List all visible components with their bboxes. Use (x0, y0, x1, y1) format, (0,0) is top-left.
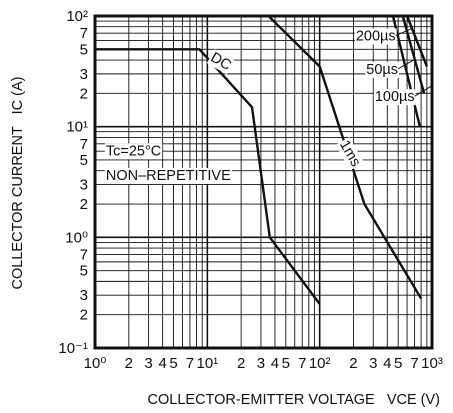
y-axis-label: COLLECTOR CURRENT IC (A) (10, 77, 26, 290)
annotation-label: NON–REPETITIVE (106, 168, 231, 184)
x-tick-label: 4 (383, 355, 391, 372)
x-axis-label: COLLECTOR-EMITTER VOLTAGE VCE (V) (148, 392, 440, 408)
annotation-leader (397, 59, 415, 70)
x-tick-label: 7 (410, 355, 418, 372)
x-tick-labels: 10⁰ 2 3 4 5 7 10¹ 2 3 4 5 7 10² 2 3 4 5 7 10³ (84, 355, 443, 372)
annotation-label: 50µs (366, 62, 398, 78)
y-tick-label: 2 (80, 307, 88, 324)
y-tick-label: 3 (80, 287, 88, 304)
x-tick-label: 3 (369, 355, 377, 372)
series-lines (95, 14, 429, 305)
x-tick-label: 3 (144, 355, 152, 372)
series-line-dc (95, 48, 321, 305)
x-tick-label: 5 (169, 355, 177, 372)
x-tick-label: 2 (237, 355, 245, 372)
x-tick-label: 4 (158, 355, 166, 372)
y-tick-label: 5 (80, 152, 88, 169)
series-line-1ms (253, 14, 423, 300)
y-tick-label: 5 (80, 41, 88, 58)
annotation-leader (414, 84, 433, 97)
annotation-background (335, 136, 365, 171)
x-tick-label: 10² (309, 355, 331, 372)
x-tick-label: 2 (125, 355, 133, 372)
annotation-label: 200µs (356, 29, 396, 45)
x-tick-label: 3 (257, 355, 265, 372)
y-tick-label: 10² (66, 8, 88, 25)
grid (93, 14, 434, 350)
x-tick-label: 5 (282, 355, 290, 372)
x-tick-label: 5 (394, 355, 402, 372)
annotation-background (365, 61, 400, 78)
series-line-100us (405, 15, 429, 67)
annotation-background (354, 28, 397, 45)
x-tick-label: 7 (298, 355, 306, 372)
x-tick-label: 2 (349, 355, 357, 372)
x-tick-label: 10¹ (196, 355, 218, 372)
y-tick-label: 2 (80, 85, 88, 102)
annotation-leader (395, 28, 412, 37)
y-tick-label: 10¹ (66, 119, 88, 136)
y-tick-label: 3 (80, 66, 88, 83)
y-tick-label: 2 (80, 196, 88, 213)
x-tick-label: 10⁰ (84, 355, 107, 372)
x-tick-label: 10³ (421, 355, 443, 372)
x-tick-label: 4 (271, 355, 279, 372)
y-tick-label: 10⁻¹ (58, 340, 88, 357)
annotation-label: Tc=25°C (106, 143, 161, 159)
y-tick-label: 7 (80, 25, 88, 42)
series-line-50us (401, 15, 426, 94)
annotation-label: 100µs (375, 89, 415, 105)
y-tick-label: 5 (80, 263, 88, 280)
y-tick-label: 10⁰ (65, 229, 88, 246)
x-tick-label: 7 (186, 355, 194, 372)
annotation-background (206, 49, 235, 75)
y-tick-label: 3 (80, 177, 88, 194)
y-tick-label: 7 (80, 246, 88, 263)
annotation-background (104, 167, 233, 184)
annotation-background (104, 143, 163, 160)
y-tick-label: 7 (80, 136, 88, 153)
annotation-background (373, 89, 416, 106)
